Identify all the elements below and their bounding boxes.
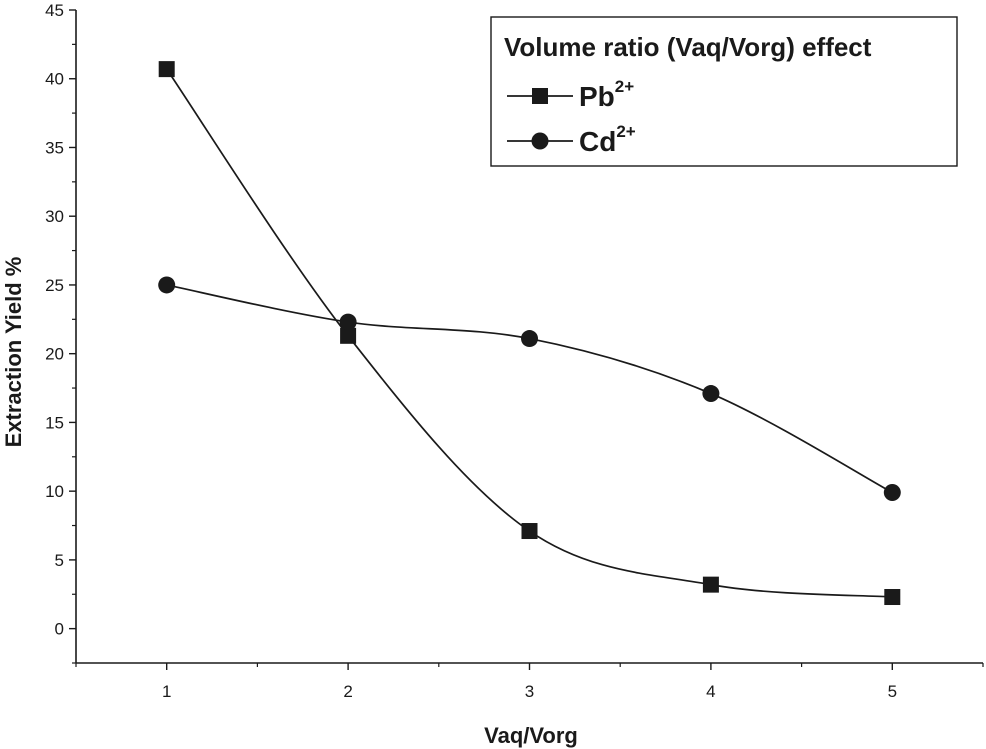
legend-title: Volume ratio (Vaq/Vorg) effect [504,32,872,62]
y-tick-label: 20 [45,345,64,364]
x-tick-label: 2 [343,682,352,701]
series-cd-point [521,330,538,348]
legend-marker-pb [532,88,548,104]
series-cd-point [339,313,357,331]
y-axis: 0 5 10 15 20 25 30 35 40 45 [45,1,76,664]
series-cd [158,276,901,502]
legend-marker-cd [531,132,549,150]
series-pb-point [158,61,175,78]
y-tick-label: 35 [45,138,64,157]
series-pb-point [521,523,538,540]
y-tick-label: 15 [45,413,64,432]
legend-label-cd-charge: 2+ [616,122,635,141]
x-tick-label: 1 [162,682,171,701]
series-pb-point [340,327,357,344]
series-pb-line [165,68,893,598]
y-tick-label: 5 [55,551,64,570]
legend-label-pb: Pb2+ [579,77,634,112]
y-tick-label: 0 [55,620,64,639]
series-layer [158,61,901,606]
y-tick-label: 45 [45,1,64,20]
x-tick-label: 4 [706,682,715,701]
series-cd-point [158,276,176,294]
x-axis-title: Vaq/Vorg [484,723,578,748]
series-pb [158,61,901,606]
series-cd-point [883,484,901,502]
series-pb-point [702,576,719,593]
x-tick-label: 3 [525,682,534,701]
y-tick-label: 25 [45,276,64,295]
legend-label-pb-charge: 2+ [615,77,634,96]
x-axis: 1 2 3 4 5 [75,663,984,701]
y-tick-label: 30 [45,207,64,226]
series-pb-point [884,589,901,606]
legend: Volume ratio (Vaq/Vorg) effect Pb2+Cd2+ [490,16,958,167]
legend-entry-pb: Pb2+ [507,77,634,112]
y-tick-label: 40 [45,70,64,89]
y-tick-label: 10 [45,482,64,501]
x-tick-label: 5 [888,682,897,701]
series-cd-point [702,385,720,403]
y-axis-title: Extraction Yield % [1,257,26,448]
series-cd-line [166,284,893,494]
